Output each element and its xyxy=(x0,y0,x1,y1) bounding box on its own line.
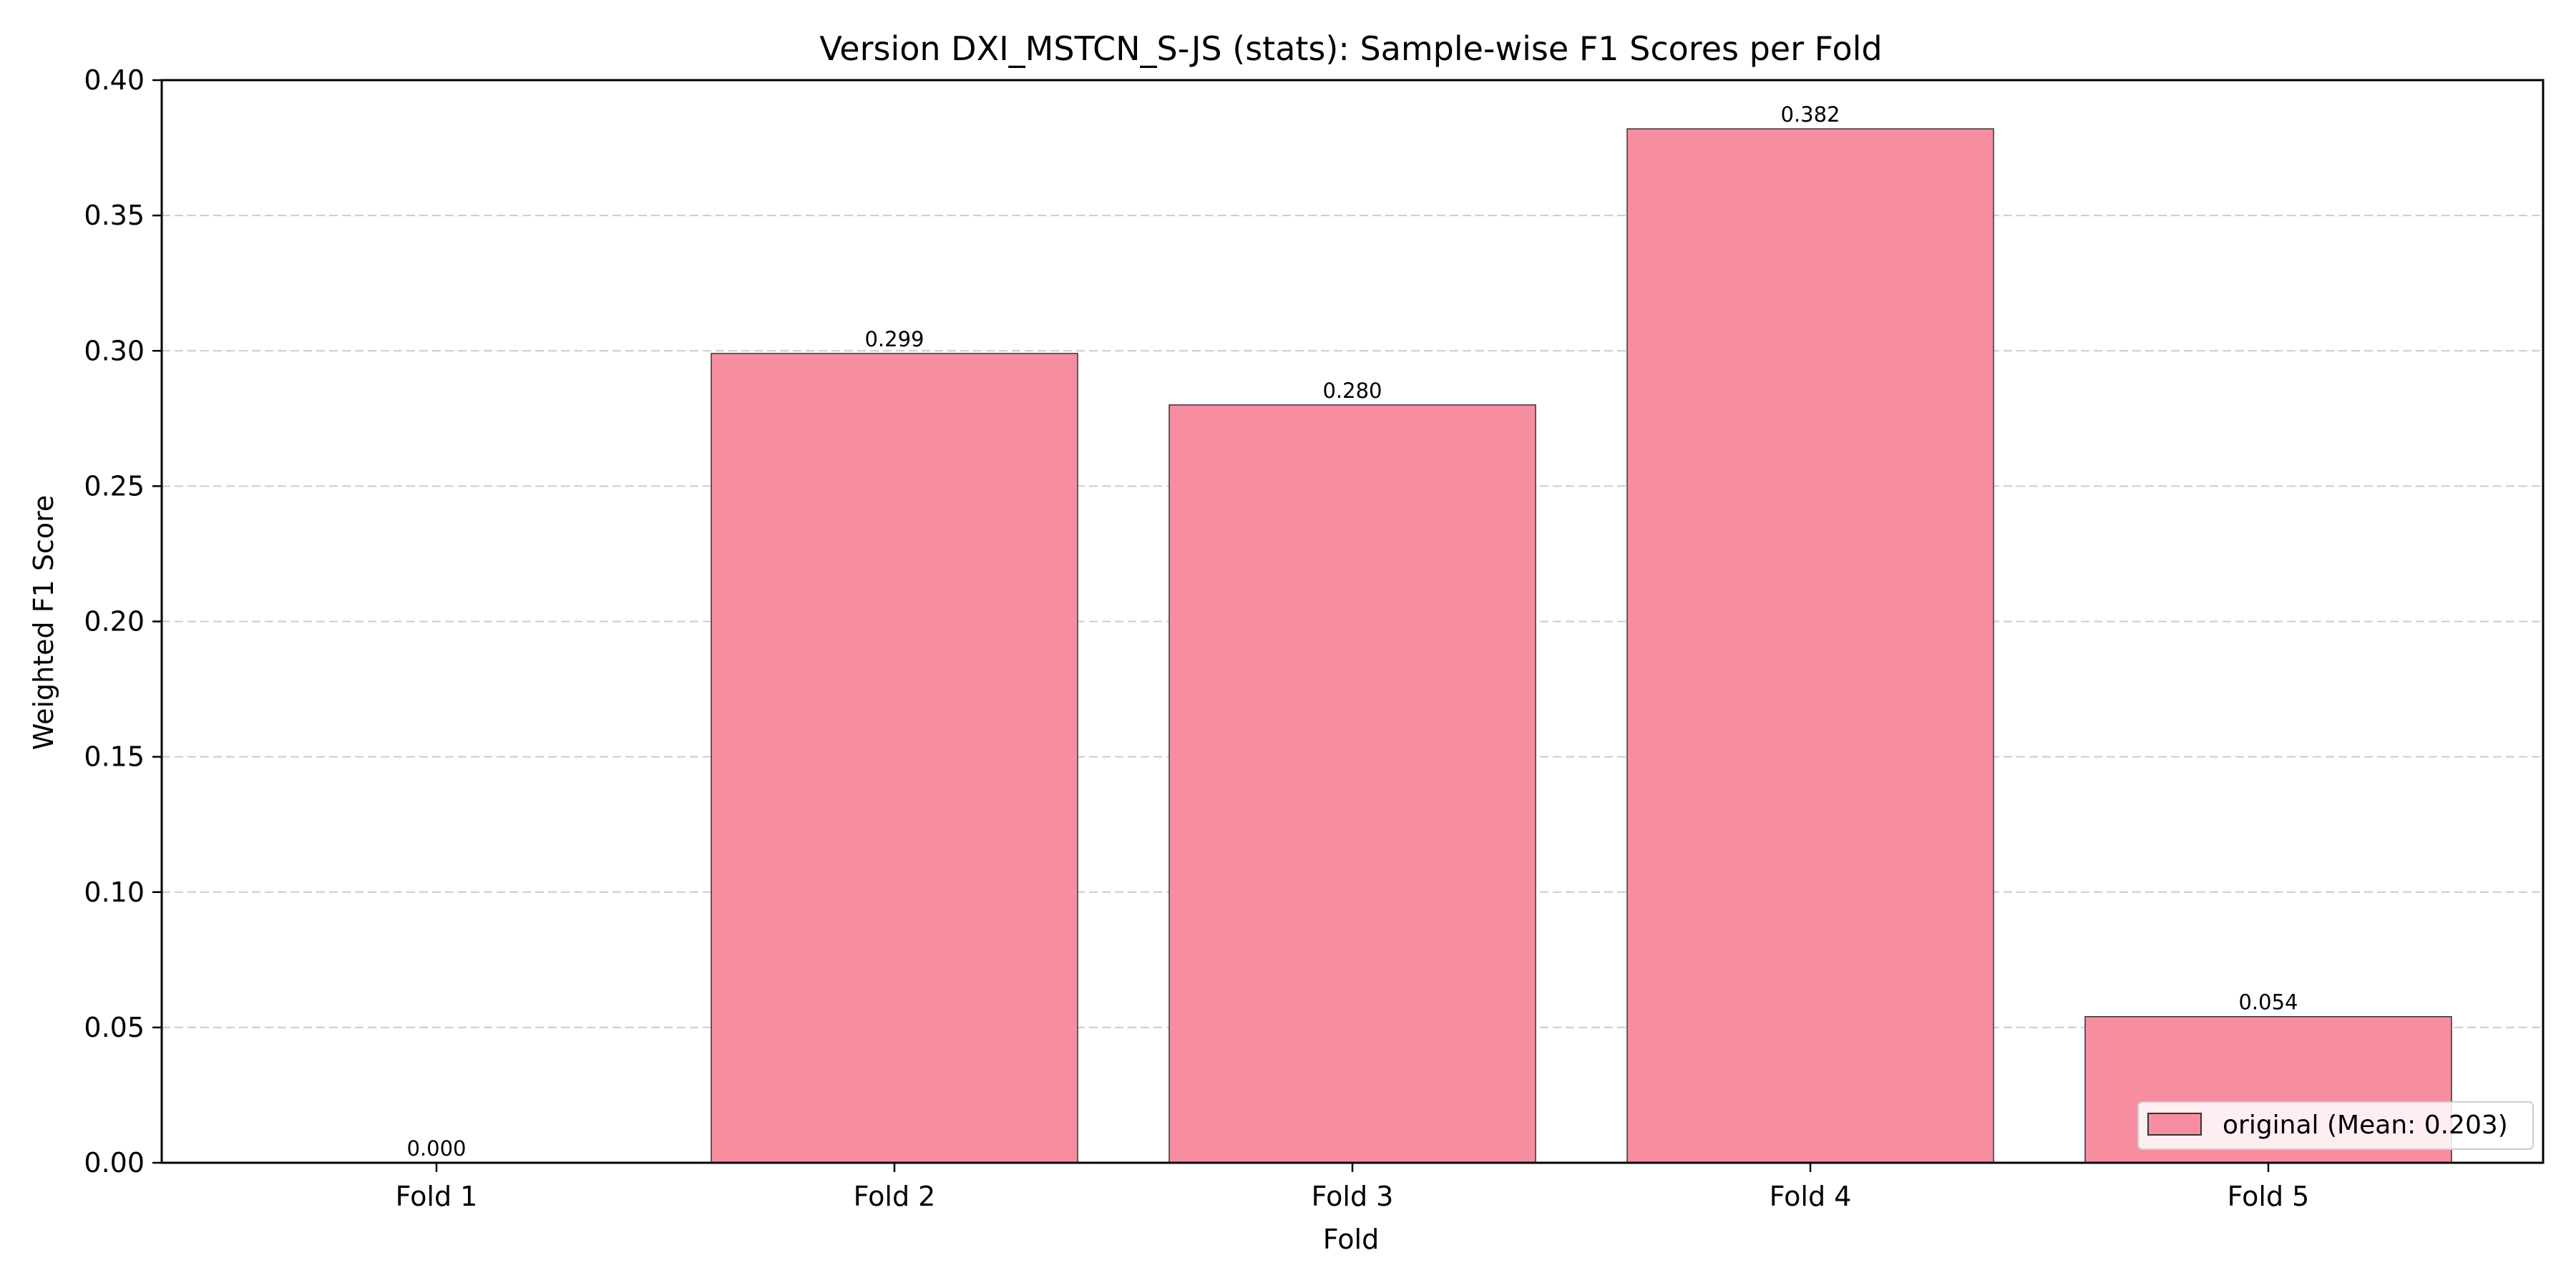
y-tick-label: 0.35 xyxy=(84,200,145,231)
x-tick-label: Fold 4 xyxy=(1770,1181,1852,1212)
bars xyxy=(711,128,2452,1163)
bar-value-label: 0.299 xyxy=(864,327,924,351)
legend-label: original (Mean: 0.203) xyxy=(2223,1111,2508,1140)
x-axis-title: Fold xyxy=(1323,1224,1379,1255)
y-tick-label: 0.30 xyxy=(84,335,145,366)
x-tick-label: Fold 2 xyxy=(854,1181,936,1212)
y-tick-label: 0.40 xyxy=(84,64,145,96)
y-tick-label: 0.25 xyxy=(84,470,145,502)
bar-value-label: 0.054 xyxy=(2238,990,2298,1015)
y-tick-label: 0.05 xyxy=(84,1012,145,1043)
y-tick-label: 0.00 xyxy=(84,1147,145,1179)
x-tick-label: Fold 5 xyxy=(2228,1181,2310,1212)
data-labels: 0.000 0.299 0.280 0.382 0.054 xyxy=(406,102,2298,1161)
bar xyxy=(1626,128,1994,1163)
legend-box xyxy=(2137,1101,2534,1150)
bar xyxy=(1169,404,1536,1163)
legend: original (Mean: 0.203) xyxy=(2137,1101,2534,1150)
y-tick-label: 0.10 xyxy=(84,877,145,908)
x-tick-label: Fold 3 xyxy=(1312,1181,1394,1212)
y-tick-label: 0.20 xyxy=(84,606,145,638)
legend-swatch xyxy=(2147,1113,2202,1136)
y-axis-title: Weighted F1 Score xyxy=(28,495,59,751)
bar-value-label: 0.000 xyxy=(406,1136,466,1161)
chart-title: Version DXI_MSTCN_S-JS (stats): Sample-w… xyxy=(819,29,1882,68)
x-axis: Fold 1 Fold 2 Fold 3 Fold 4 Fold 5 xyxy=(396,1163,2310,1212)
y-axis: 0.00 0.05 0.10 0.15 0.20 0.25 0.30 0.35 0.40 xyxy=(84,64,162,1179)
x-tick-label: Fold 1 xyxy=(396,1181,478,1212)
y-tick-label: 0.15 xyxy=(84,741,145,773)
bar-value-label: 0.280 xyxy=(1322,379,1382,403)
bar-value-label: 0.382 xyxy=(1780,102,1840,127)
bar xyxy=(711,353,1078,1163)
